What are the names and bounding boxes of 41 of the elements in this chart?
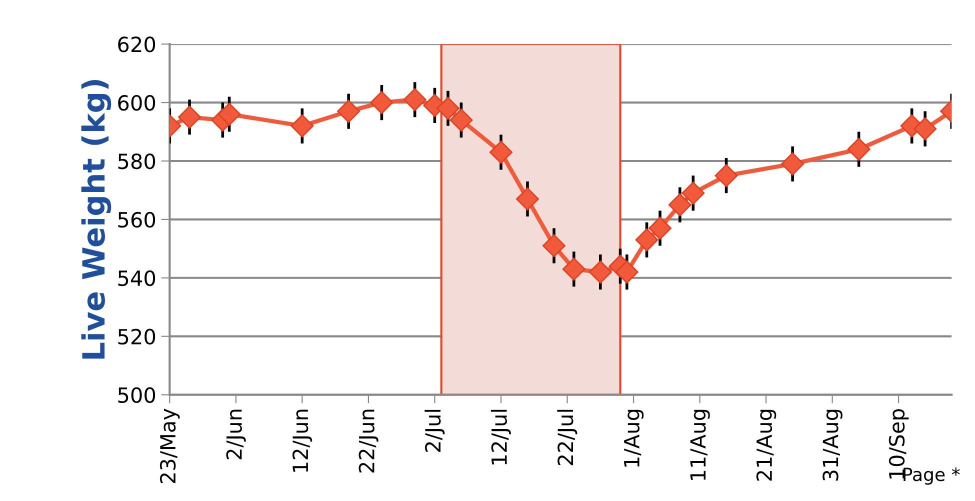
y-tick-label: 620: [118, 36, 156, 52]
point: [337, 100, 360, 123]
point: [450, 108, 473, 132]
point: [648, 216, 672, 240]
point: [635, 228, 658, 252]
x-tick-label: 2/Jun: [226, 410, 246, 460]
point: [290, 114, 314, 138]
y-tick-label: 600: [118, 94, 156, 111]
point: [370, 91, 394, 114]
point: [218, 102, 241, 126]
point: [489, 140, 512, 164]
point: [403, 88, 426, 112]
x-tick-label: 31/Aug: [822, 410, 842, 481]
point: [615, 260, 638, 284]
x-tick-label: 21/Aug: [756, 410, 776, 481]
point: [562, 258, 586, 281]
x-tick-label: 1/Aug: [624, 410, 644, 467]
point: [178, 106, 202, 129]
x-tick-label: 12/Jul: [490, 410, 511, 464]
point: [436, 96, 460, 120]
point: [847, 138, 870, 161]
point: [516, 187, 539, 210]
point: [588, 260, 612, 284]
y-tick-label: 580: [118, 153, 156, 170]
x-tick-label: 22/Jun: [358, 410, 378, 473]
point: [542, 234, 566, 258]
x-tick-label: 11/Aug: [690, 410, 710, 480]
point: [682, 182, 705, 205]
point: [914, 117, 937, 140]
point: [668, 193, 692, 216]
x-tick-label: 23/May: [160, 408, 180, 484]
y-tick-label: 520: [118, 328, 156, 345]
x-tick-label: 2/Jul: [424, 410, 445, 452]
x-tick-label: 12/Jun: [292, 410, 312, 472]
point: [714, 164, 738, 188]
y-tick-label: 500: [118, 387, 156, 403]
y-tick-label: 560: [118, 212, 156, 228]
point: [781, 152, 804, 176]
y-axis-title: Live Weight (kg): [81, 80, 112, 359]
y-tick-label: 540: [118, 270, 156, 286]
x-tick-label: 22/Jul: [557, 410, 578, 466]
